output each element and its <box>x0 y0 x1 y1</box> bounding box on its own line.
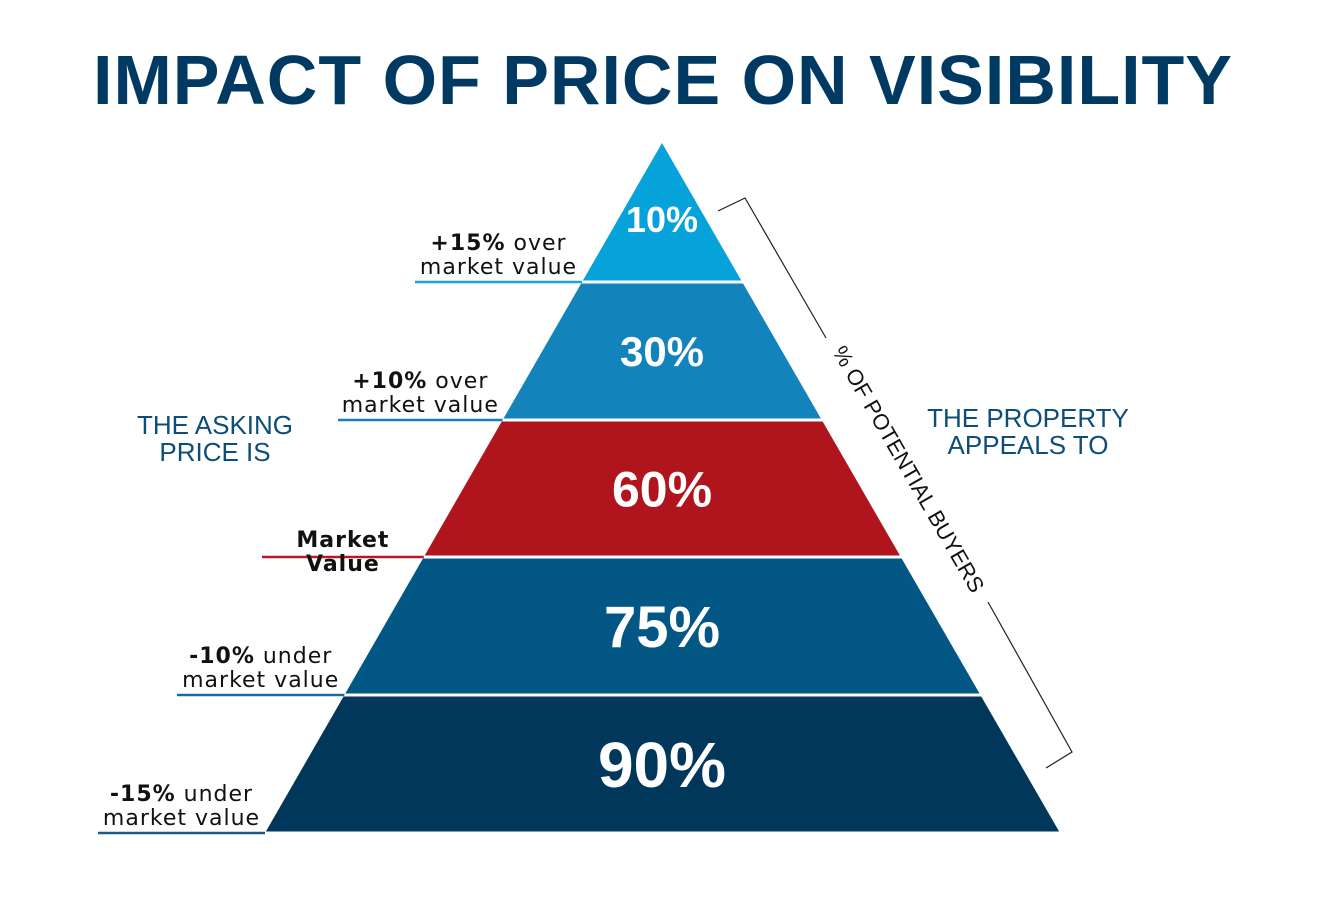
label-bold: +15% <box>430 231 506 256</box>
left-heading-line: THE ASKING <box>136 410 294 440</box>
left-heading-line: PRICE IS <box>159 437 271 467</box>
layer-value: 75% <box>604 595 720 660</box>
label-line: market value <box>419 255 578 280</box>
label-line: Market Value <box>262 529 424 577</box>
price-label: +10% over market value <box>338 370 503 418</box>
label-line: +15% over <box>415 232 582 256</box>
price-label: Market Value <box>262 529 424 577</box>
label-line: market value <box>182 668 340 693</box>
label-rest: under <box>175 782 254 807</box>
pyramid-layer <box>265 696 1060 832</box>
label-line: market value <box>341 393 499 418</box>
label-line: +10% over <box>338 370 503 394</box>
pyramid-layer <box>582 143 742 281</box>
price-label: -10% under market value <box>177 645 344 693</box>
label-rest: under <box>254 644 333 669</box>
price-label: +15% over market value <box>415 232 582 280</box>
label-bold: +10% <box>352 369 428 394</box>
price-label: -15% under market value <box>98 783 265 831</box>
label-line: -15% under <box>98 783 265 807</box>
label-line: market value <box>102 806 261 831</box>
label-bold: -10% <box>189 644 255 669</box>
left-heading: THE ASKING PRICE IS <box>120 412 310 466</box>
pyramid-layer <box>503 283 821 419</box>
layer-value: 60% <box>612 462 712 518</box>
right-heading-line: THE PROPERTY <box>927 403 1129 433</box>
right-heading-line: APPEALS TO <box>947 430 1109 460</box>
label-rest: over <box>427 369 489 394</box>
layer-value: 90% <box>598 729 726 801</box>
right-heading: THE PROPERTY APPEALS TO <box>910 405 1146 459</box>
label-bold: -15% <box>109 782 176 807</box>
pyramid-layer <box>345 558 980 694</box>
label-line: -10% under <box>177 645 344 669</box>
label-rest: over <box>505 231 567 256</box>
label-bold: Market Value <box>296 528 390 577</box>
bracket-bottom <box>987 601 1073 769</box>
layer-value: 30% <box>620 328 704 375</box>
bracket-top <box>717 197 827 339</box>
pyramid-layer <box>424 421 900 556</box>
page-title: IMPACT OF PRICE ON VISIBILITY <box>93 41 1233 119</box>
layer-value: 10% <box>626 199 698 240</box>
